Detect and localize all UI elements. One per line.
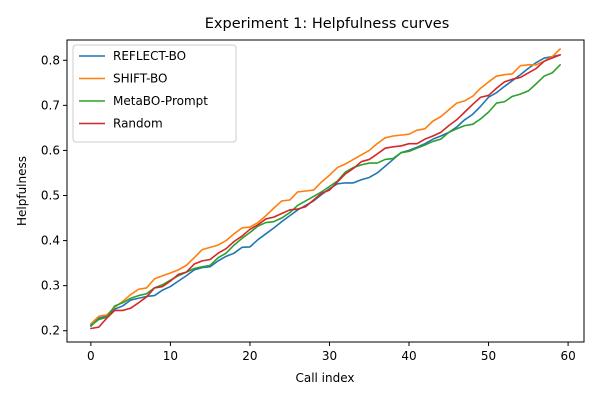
y-tick-label: 0.4 xyxy=(41,234,60,248)
legend-entry: MetaBO-Prompt xyxy=(113,94,208,108)
series-line-random xyxy=(90,54,561,330)
y-tick-label: 0.7 xyxy=(41,98,60,112)
legend-entry: Random xyxy=(113,117,163,131)
x-tick-label: 10 xyxy=(163,349,178,363)
legend-entry: SHIFT-BO xyxy=(113,72,167,86)
y-axis-label: Helpfulness xyxy=(15,156,29,226)
x-tick-label: 40 xyxy=(401,349,416,363)
x-axis-label: Call index xyxy=(295,371,354,385)
x-axis: 0 10 20 30 40 50 60 xyxy=(87,342,576,363)
y-tick-label: 0.5 xyxy=(41,189,60,203)
x-tick-label: 0 xyxy=(87,349,95,363)
y-tick-label: 0.6 xyxy=(41,143,60,157)
plot-area xyxy=(90,48,561,330)
y-tick-label: 0.8 xyxy=(41,53,60,67)
series-line-metabo-prompt xyxy=(90,63,561,327)
legend-entry: REFLECT-BO xyxy=(113,49,186,63)
x-tick-label: 50 xyxy=(481,349,496,363)
legend-box xyxy=(72,44,237,143)
y-tick-label: 0.2 xyxy=(41,324,60,338)
x-tick-label: 30 xyxy=(322,349,337,363)
x-tick-label: 20 xyxy=(242,349,257,363)
chart-title: Experiment 1: Helpfulness curves xyxy=(205,16,450,32)
x-tick-label: 60 xyxy=(560,349,575,363)
y-axis: 0.2 0.3 0.4 0.5 0.6 0.7 0.8 xyxy=(41,53,67,338)
y-tick-label: 0.3 xyxy=(41,279,60,293)
series-line-shift-bo xyxy=(90,48,561,325)
axes-frame xyxy=(66,39,585,343)
legend: REFLECT-BO SHIFT-BO MetaBO-Prompt Random xyxy=(72,44,237,143)
